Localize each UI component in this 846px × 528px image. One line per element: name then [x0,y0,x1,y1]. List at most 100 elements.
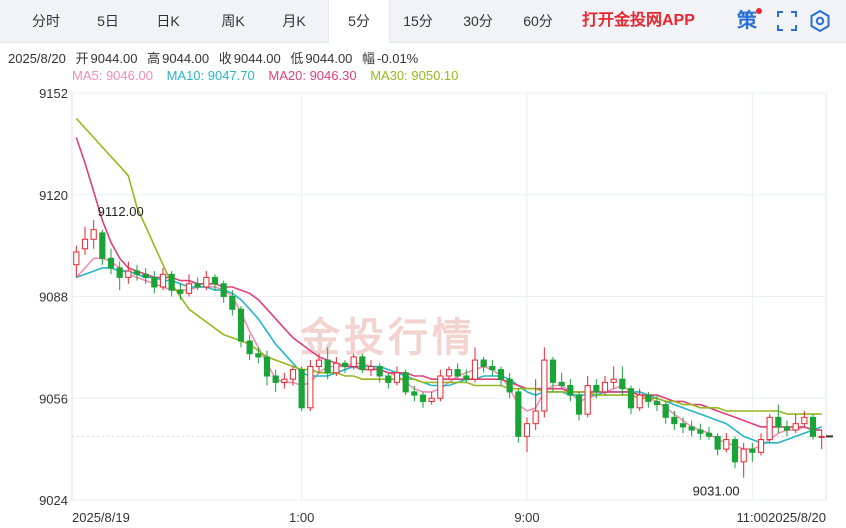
x-tick-label: 1:00 [289,510,314,525]
info-date: 2025/8/20 [8,51,66,66]
tab-7[interactable]: 30分 [463,13,493,29]
candle-body [775,416,782,428]
info-low: 9044.00 [305,51,353,66]
tab-5[interactable]: 5分 [328,0,390,43]
candle-body [593,385,600,393]
candle-body [549,359,557,383]
candle-body [627,388,635,409]
tab-3[interactable]: 周K [221,13,245,29]
candle-body [783,426,791,431]
candle-body [463,375,470,380]
tab-6[interactable]: 15分 [403,13,433,29]
candle-body [411,391,418,396]
y-tick-label: 9120 [39,188,68,203]
candle-body [541,359,548,412]
candle-body [679,423,687,428]
strategy-icon[interactable]: 策 [737,8,762,33]
candle-body [428,397,435,402]
y-tick-label: 9088 [39,290,68,305]
ma30-line [75,117,822,415]
watermark: 金投行情 [300,316,476,360]
candle-body [610,378,617,383]
candle-body [385,375,392,383]
candle-body [393,372,401,383]
info-change: -0.01% [377,51,419,66]
candle-body [471,359,479,380]
strategy-icon-label: 策 [737,10,757,32]
candle-body [341,362,349,367]
candle-body [359,356,366,371]
settings-icon[interactable] [808,9,832,33]
candle-body [489,365,496,371]
candle-body [255,353,262,358]
candle-body [107,257,115,269]
open-app-link[interactable]: 打开金投网APP [582,12,695,29]
candle-body [125,270,132,278]
ma5-legend: MA5: 9046.00 [72,68,153,83]
candle-body [714,435,721,450]
candle-body [705,432,713,437]
candle-body [298,369,305,409]
candle-body [246,340,253,355]
candle-body [766,416,773,441]
min-annotation: 9031.00 [693,484,740,499]
ma10-legend: MA10: 9047.70 [166,68,255,83]
candle-body [740,448,747,463]
info-low-label: 低 [290,51,304,66]
candle-body [263,356,271,377]
info-change-label: 幅 [362,51,376,66]
tab-4[interactable]: 月K [282,13,306,29]
candle-body [367,365,375,371]
ma20-legend: MA20: 9046.30 [268,68,357,83]
candle-body [818,435,825,438]
candle-body [324,359,331,374]
candle-body [402,372,409,393]
x-tick-label: 2025/8/19 [72,510,130,525]
candle-body [419,394,427,402]
candle-body [515,391,522,437]
ohlc-info-bar: 2025/8/20 开 9044.00 高 9044.00 收 9044.00 低 90… [8,48,424,67]
candle-body [307,365,314,409]
y-tick-label: 9056 [39,391,68,406]
candle-body [272,375,279,383]
candle-body [645,394,652,402]
candle-body [653,400,661,406]
timeframe-tab-bar: 分时 5日 日K 周K 月K 5分 15分 30分 60分 [0,0,846,43]
candle-body [350,356,357,367]
candle-body [445,369,453,377]
candle-body [575,394,583,415]
candle-body [90,229,97,240]
x-tick-label: 2025/8/20 [768,510,826,525]
tab-1[interactable]: 5日 [97,13,119,29]
tab-2[interactable]: 日K [156,13,180,29]
x-tick-label: 9:00 [514,510,539,525]
candle-body [437,375,444,399]
ma-legend: MA5: 9046.00 MA10: 9047.70 MA20: 9046.30… [72,68,468,83]
candle-body [723,439,730,450]
candle-body [333,362,340,374]
tab-8[interactable]: 60分 [523,13,553,29]
fullscreen-icon[interactable] [775,9,799,33]
candle-body [558,381,565,387]
candle-body [480,359,487,367]
candle-body [194,283,201,288]
candle-body [454,369,461,377]
candle-body [731,439,739,463]
candle-body [220,283,227,297]
info-close-label: 收 [218,51,232,66]
info-open: 9044.00 [90,51,138,66]
candle-body [662,404,669,418]
y-tick-label: 9152 [39,86,68,101]
info-high: 9044.00 [162,51,210,66]
candle-body [281,378,288,383]
y-tick-label: 9024 [39,493,68,508]
tab-0[interactable]: 分时 [32,13,60,29]
candle-body [229,296,236,310]
candle-body [151,276,158,288]
info-open-label: 开 [75,51,89,66]
candle-body [177,289,184,294]
candle-body [809,416,817,437]
candle-body [506,378,513,393]
candle-body [688,426,695,431]
